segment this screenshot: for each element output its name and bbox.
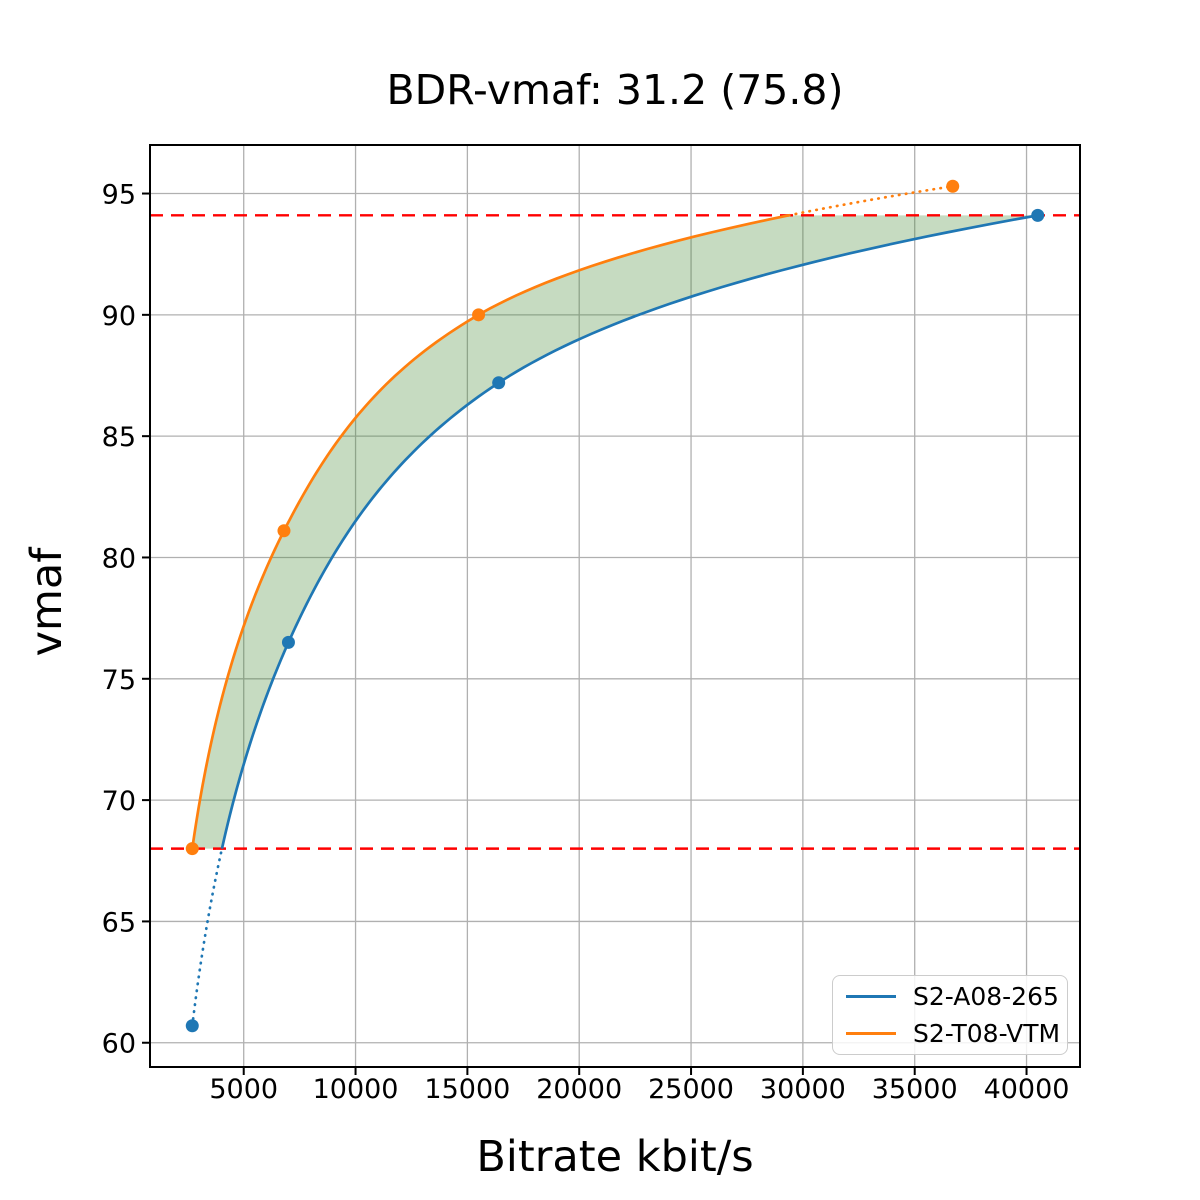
y-tick-label: 95 — [102, 180, 136, 211]
x-tick-label: 10000 — [313, 1074, 399, 1105]
chart-title: BDR-vmaf: 31.2 (75.8) — [386, 66, 844, 114]
series-S2-T08-VTM — [185, 179, 960, 856]
data-point-marker — [1031, 208, 1045, 222]
legend-label: S2-A08-265 — [913, 982, 1059, 1011]
y-tick-label: 80 — [102, 543, 136, 574]
legend-entry-S2-T08-VTM: S2-T08-VTM — [833, 1015, 1067, 1052]
axes-spines — [149, 144, 1081, 1068]
x-tick-label: 35000 — [872, 1074, 958, 1105]
data-point-marker — [472, 308, 486, 322]
ticks: 5000 10000 15000 20000 25000 30000 35000 40000 6… — [102, 180, 1070, 1105]
bd-shaded-region — [192, 215, 1038, 849]
series-S2-A08-265 — [185, 208, 1045, 1033]
x-tick-label: 15000 — [424, 1074, 510, 1105]
x-tick-label: 40000 — [984, 1074, 1070, 1105]
data-point-marker — [946, 179, 960, 193]
grid — [150, 145, 1080, 1067]
x-tick-label: 25000 — [648, 1074, 734, 1105]
x-tick-label: 20000 — [536, 1074, 622, 1105]
y-tick-label: 70 — [102, 786, 136, 817]
legend-entry-S2-A08-265: S2-A08-265 — [833, 978, 1067, 1015]
y-axis-label: vmaf — [22, 547, 72, 657]
curve-solid-segment — [220, 214, 1038, 849]
y-tick-label: 65 — [102, 907, 136, 938]
curve-dotted-segment — [190, 847, 224, 1028]
x-tick-label: 5000 — [209, 1074, 278, 1105]
y-tick-label: 90 — [102, 301, 136, 332]
y-tick-label: 85 — [102, 422, 136, 453]
legend-line-swatch — [846, 995, 896, 998]
data-point-marker — [277, 524, 291, 538]
x-axis-label: Bitrate kbit/s — [476, 1132, 754, 1182]
x-tick-label: 30000 — [760, 1074, 846, 1105]
legend: S2-A08-265 S2-T08-VTM — [832, 975, 1068, 1055]
y-tick-label: 60 — [102, 1029, 136, 1060]
data-point-marker — [185, 1019, 199, 1033]
data-point-marker — [281, 635, 295, 649]
legend-line-swatch — [846, 1032, 896, 1035]
y-tick-label: 75 — [102, 665, 136, 696]
data-point-marker — [492, 376, 506, 390]
curve-dotted-segment — [787, 184, 955, 217]
legend-label: S2-T08-VTM — [913, 1019, 1061, 1048]
data-point-marker — [185, 842, 199, 856]
